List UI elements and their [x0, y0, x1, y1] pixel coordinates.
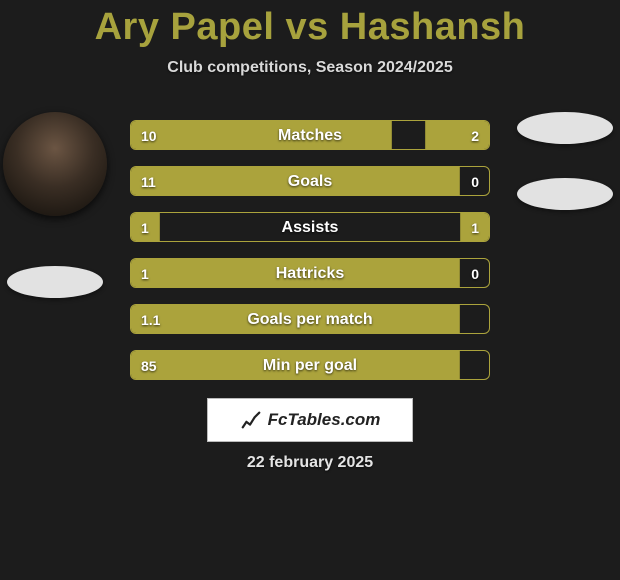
source-logo-text: FcTables.com [268, 410, 381, 430]
stat-row: 85Min per goal [130, 350, 490, 380]
stat-row: 110Goals [130, 166, 490, 196]
stat-value-right: 0 [471, 259, 479, 288]
player-left-club-badge [7, 266, 103, 298]
stat-label: Assists [131, 213, 489, 242]
player-left-avatar [3, 112, 107, 216]
stat-bar-left-fill [131, 121, 392, 149]
right-player-col [510, 112, 620, 210]
stat-bar-right-fill [460, 213, 489, 241]
stat-bar-left-fill [131, 305, 460, 333]
player-right-avatar [517, 112, 613, 144]
stat-bar-left-fill [131, 213, 160, 241]
player-right-club-badge [517, 178, 613, 210]
stat-value-right: 0 [471, 167, 479, 196]
stat-row: 10Hattricks [130, 258, 490, 288]
fctables-icon [240, 409, 262, 431]
stat-bars: 102Matches 110Goals 11Assists 10Hattricks 1.… [130, 120, 490, 380]
source-logo[interactable]: FcTables.com [207, 398, 413, 442]
snapshot-date: 22 february 2025 [0, 454, 620, 472]
stat-row: 102Matches [130, 120, 490, 150]
stat-row: 11Assists [130, 212, 490, 242]
subtitle: Club competitions, Season 2024/2025 [0, 59, 620, 77]
stat-row: 1.1Goals per match [130, 304, 490, 334]
stat-bar-left-fill [131, 259, 460, 287]
stat-bar-left-fill [131, 351, 460, 379]
stat-bar-left-fill [131, 167, 460, 195]
stat-bar-right-fill [425, 121, 489, 149]
left-player-col [0, 112, 110, 298]
page-title: Ary Papel vs Hashansh [0, 0, 620, 49]
